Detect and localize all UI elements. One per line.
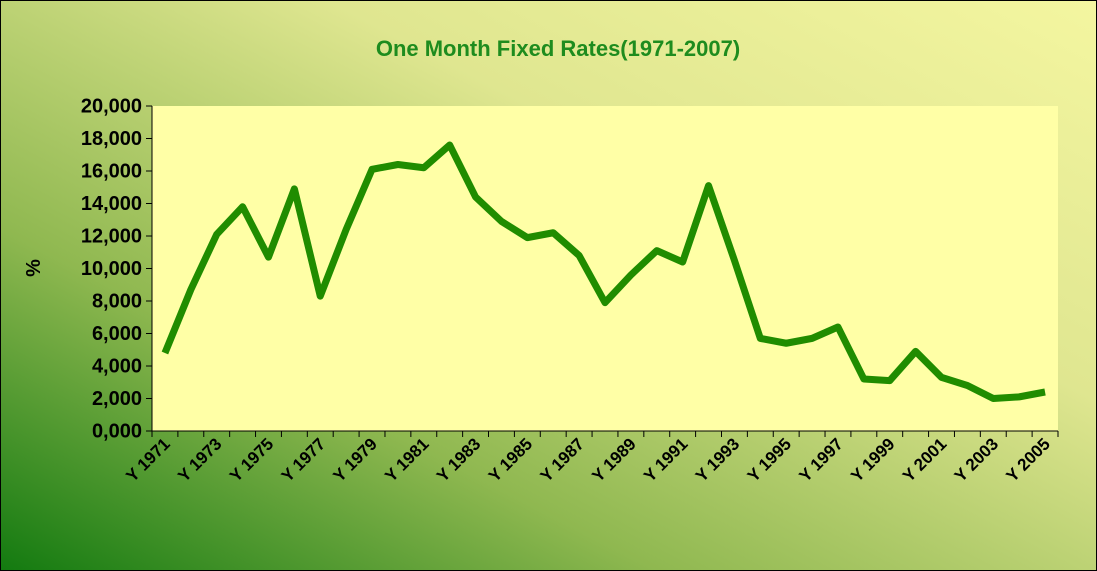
y-tick-label: 6,000 xyxy=(92,323,142,345)
y-axis-label: % xyxy=(23,259,45,277)
y-tick-label: 8,000 xyxy=(92,290,142,312)
y-tick-label: 2,000 xyxy=(92,388,142,410)
y-tick-label: 16,000 xyxy=(81,160,142,182)
data-line xyxy=(161,141,1046,402)
y-tick-label: 14,000 xyxy=(81,193,142,215)
y-tick-label: 12,000 xyxy=(81,225,142,247)
plot-area xyxy=(152,106,1058,431)
y-tick-label: 10,000 xyxy=(81,258,142,280)
chart-title: One Month Fixed Rates(1971-2007) xyxy=(376,36,740,61)
y-tick-label: 0,000 xyxy=(92,420,142,442)
y-tick-label: 4,000 xyxy=(92,355,142,377)
y-tick-label: 20,000 xyxy=(81,95,142,117)
y-tick-label: 18,000 xyxy=(81,128,142,150)
